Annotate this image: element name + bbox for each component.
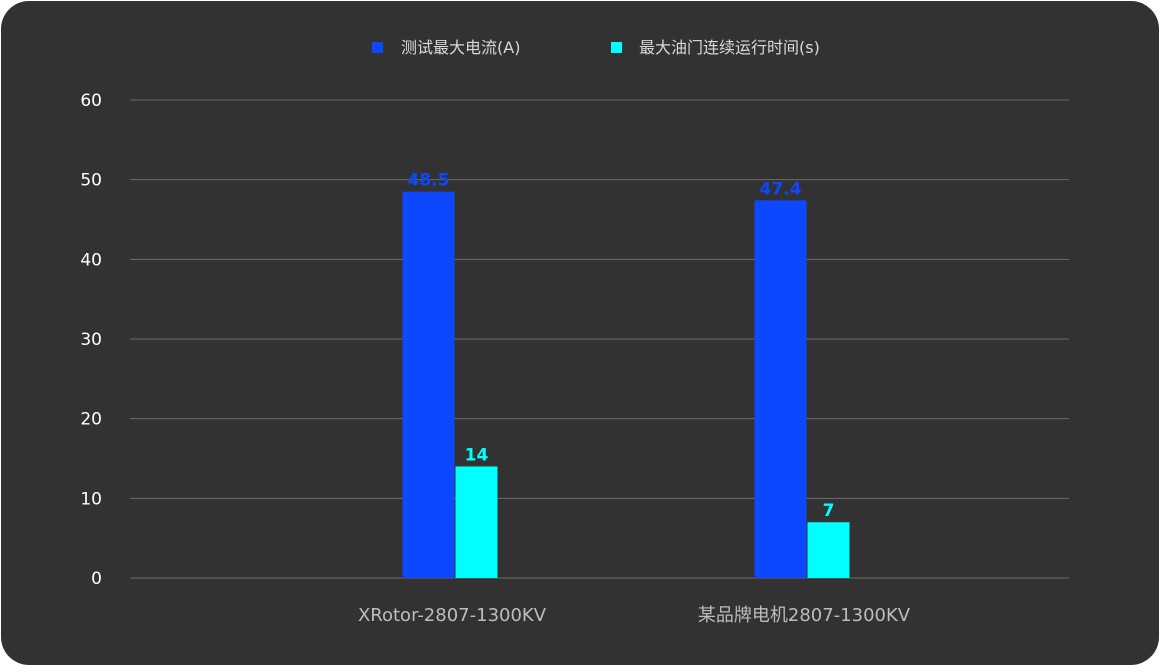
x-category-label: 某品牌电机2807-1300KV xyxy=(698,605,911,626)
data-label: 48.5 xyxy=(408,171,450,191)
x-axis-categories: XRotor-2807-1300KV 某品牌电机2807-1300KV xyxy=(358,605,911,626)
legend-label-runtime: 最大油门连续运行时间(s) xyxy=(639,38,820,57)
x-category-label: XRotor-2807-1300KV xyxy=(358,605,547,626)
legend-swatch-runtime xyxy=(611,42,622,53)
y-tick-label: 40 xyxy=(80,250,102,270)
bar-series-1 xyxy=(402,191,455,578)
data-label: 14 xyxy=(465,445,489,465)
bar-series-2 xyxy=(807,522,850,578)
y-tick-label: 20 xyxy=(80,410,102,430)
y-tick-label: 60 xyxy=(80,91,102,111)
bar-series-2 xyxy=(455,466,498,578)
legend: 测试最大电流(A) 最大油门连续运行时间(s) xyxy=(372,38,820,57)
bar-series-1 xyxy=(754,200,807,578)
y-tick-label: 30 xyxy=(80,330,102,350)
y-tick-label: 0 xyxy=(91,569,102,589)
data-label: 7 xyxy=(823,501,835,521)
data-label: 47.4 xyxy=(760,179,802,199)
y-tick-label: 50 xyxy=(80,171,102,191)
y-axis-ticks: 0 10 20 30 40 50 60 xyxy=(80,91,102,589)
bars xyxy=(402,191,850,578)
gridlines xyxy=(130,99,1069,579)
legend-swatch-current xyxy=(372,42,383,53)
data-labels: 48.5 14 47.4 7 xyxy=(408,171,835,522)
legend-label-current: 测试最大电流(A) xyxy=(401,38,520,57)
y-tick-label: 10 xyxy=(80,489,102,509)
